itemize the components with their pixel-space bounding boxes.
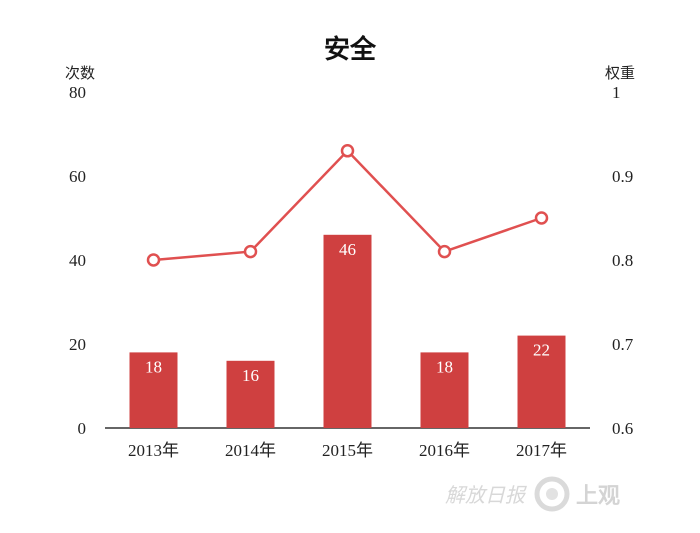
left-tick-label: 20 (69, 335, 86, 354)
right-tick-label: 0.7 (612, 335, 634, 354)
right-axis-label: 权重 (605, 64, 635, 82)
category-label: 2017年 (516, 441, 567, 460)
watermark: 解放日报 上观 (445, 476, 620, 512)
right-tick-label: 1 (612, 83, 621, 102)
line-point (340, 144, 355, 158)
bar-value-label: 16 (242, 366, 259, 385)
line-points (146, 144, 549, 267)
bar (420, 352, 469, 428)
left-tick-label: 40 (69, 251, 86, 270)
category-label: 2015年 (322, 441, 373, 460)
line-point (243, 244, 258, 259)
bar-data-labels: 18 16 46 18 22 (145, 240, 550, 385)
right-tick-label: 0.6 (612, 419, 633, 438)
logo-icon (534, 476, 570, 512)
line-point (534, 211, 549, 225)
left-axis-label: 次数 (65, 64, 95, 82)
left-axis-ticks: 0 20 40 60 80 (69, 83, 86, 438)
bar-value-label: 46 (339, 240, 356, 259)
left-tick-label: 80 (69, 83, 86, 102)
category-label: 2013年 (128, 441, 179, 460)
left-tick-label: 60 (69, 167, 86, 186)
category-label: 2016年 (419, 441, 470, 460)
bar (129, 352, 178, 428)
bar-value-label: 18 (145, 357, 162, 376)
watermark-brand: 上观 (576, 484, 620, 509)
category-labels: 2013年 2014年 2015年 2016年 2017年 (128, 441, 567, 460)
bar-value-label: 18 (436, 357, 453, 376)
right-axis-ticks: 0.6 0.7 0.8 0.9 1 (612, 83, 634, 438)
watermark-text: 解放日报 (445, 483, 527, 507)
bar-value-label: 22 (533, 341, 550, 360)
line-point (437, 244, 452, 259)
category-label: 2014年 (225, 441, 276, 460)
right-tick-label: 0.8 (612, 251, 633, 270)
right-tick-label: 0.9 (612, 167, 633, 186)
chart-title: 安全 (324, 34, 377, 65)
bar-series (129, 234, 566, 428)
line-point (146, 253, 161, 267)
bar (323, 234, 372, 428)
left-tick-label: 0 (78, 419, 87, 438)
bar (226, 360, 275, 428)
bar (517, 335, 566, 428)
